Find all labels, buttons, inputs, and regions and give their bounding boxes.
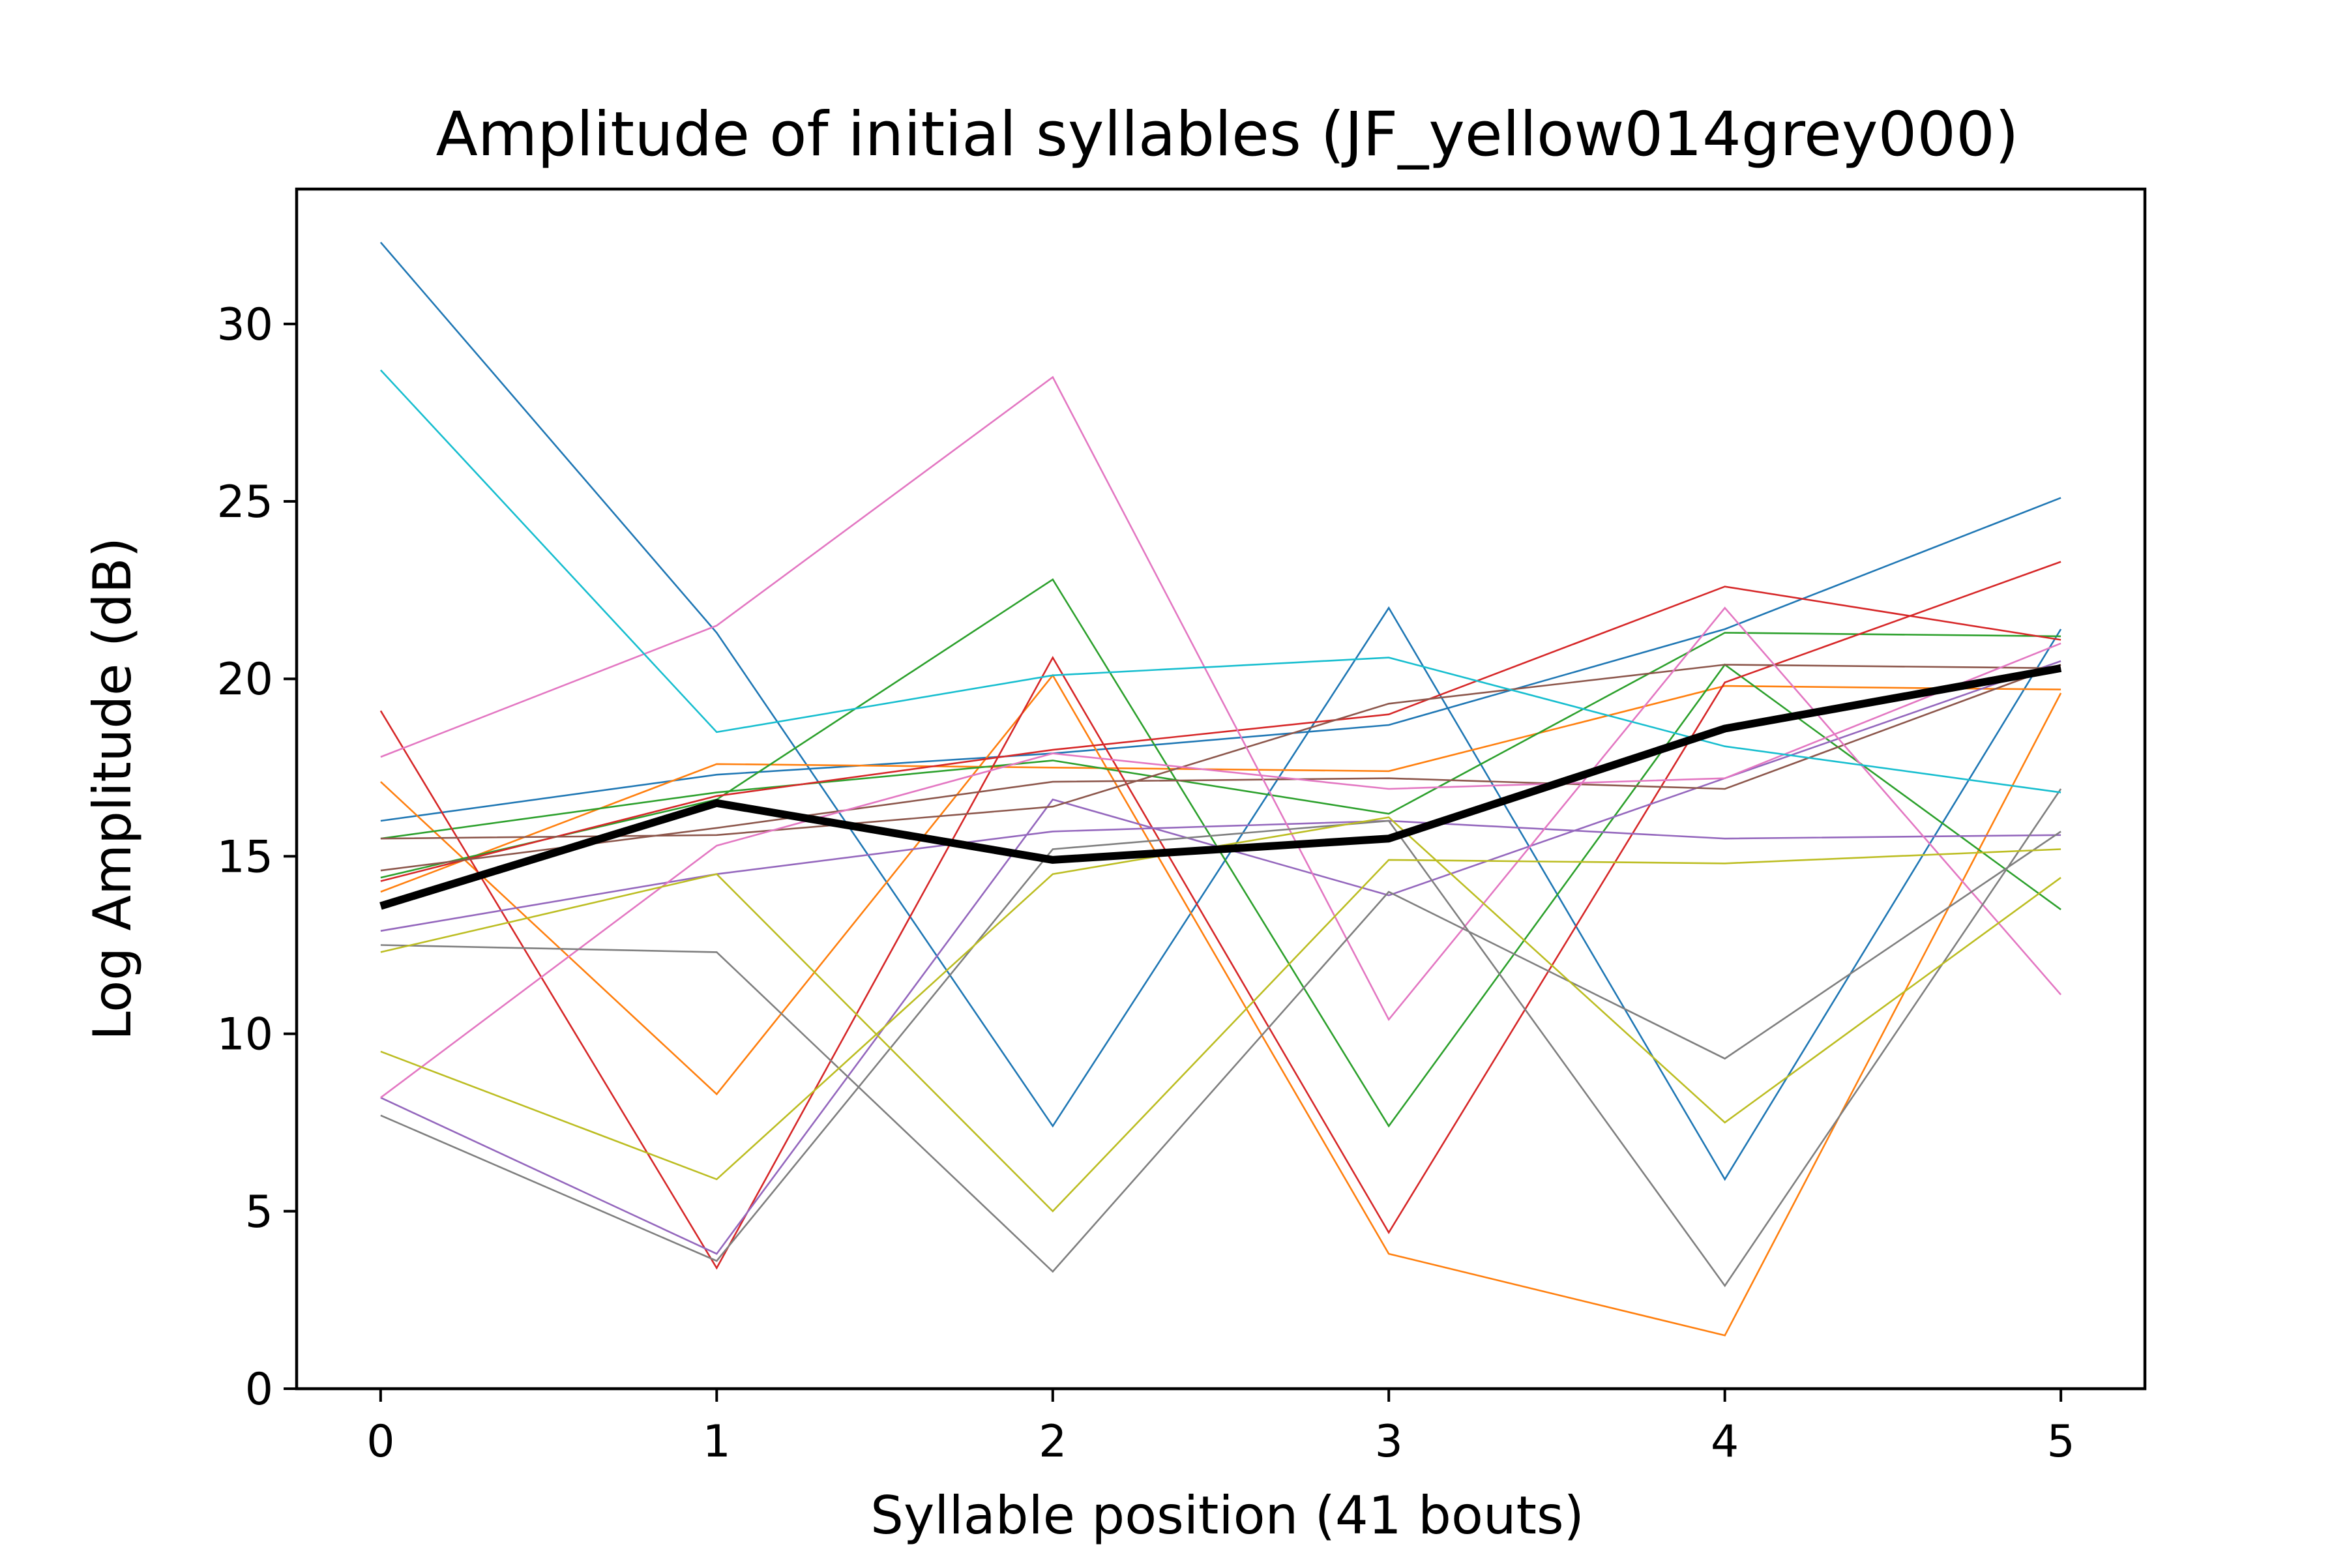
x-tick-label: 4 xyxy=(1711,1416,1739,1468)
series-line-10 xyxy=(380,820,2061,932)
series-layer xyxy=(379,241,2062,1337)
y-tick-label: 10 xyxy=(216,1009,273,1061)
x-tick-label: 3 xyxy=(1375,1416,1403,1468)
y-tick-label: 30 xyxy=(216,299,273,351)
y-tick-label: 5 xyxy=(245,1187,273,1238)
series-line-7 xyxy=(379,561,2061,1270)
series-line-16 xyxy=(380,788,2062,1288)
x-tick-label: 1 xyxy=(703,1416,731,1468)
x-tick-label: 0 xyxy=(366,1416,394,1468)
series-line-1 xyxy=(379,241,2062,1181)
y-tick-label: 20 xyxy=(216,654,273,705)
y-axis-label: Log Amplitude (dB) xyxy=(82,537,143,1041)
y-tick-label: 15 xyxy=(216,831,273,883)
y-axis-ticks: 0 5 10 15 20 25 30 xyxy=(216,299,297,1415)
series-line-4 xyxy=(380,685,2061,893)
x-axis-label: Syllable position (41 bouts) xyxy=(870,1485,1584,1546)
x-tick-label: 2 xyxy=(1039,1416,1067,1468)
series-line-mean xyxy=(379,664,2062,910)
series-line-12 xyxy=(380,664,2061,872)
series-line-19 xyxy=(379,369,2061,793)
series-line-18 xyxy=(380,848,2061,1213)
x-tick-label: 5 xyxy=(2047,1416,2075,1468)
series-line-3 xyxy=(380,673,2062,1337)
x-axis-ticks: 0 1 2 3 4 5 xyxy=(366,1389,2075,1468)
y-tick-label: 0 xyxy=(245,1364,273,1415)
series-line-13 xyxy=(380,376,2062,1022)
plot-frame xyxy=(295,187,2147,1391)
series-line-6 xyxy=(380,632,2061,840)
series-line-8 xyxy=(380,585,2061,882)
series-line-15 xyxy=(380,831,2061,1273)
y-tick-label: 25 xyxy=(216,477,273,528)
series-line-2 xyxy=(380,497,2061,822)
chart-title: Amplitude of initial syllables (JF_yello… xyxy=(435,99,2018,170)
